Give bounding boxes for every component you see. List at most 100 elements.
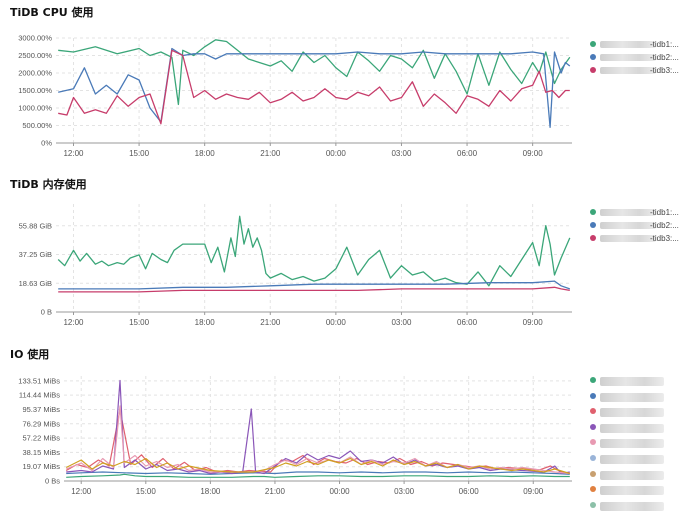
legend-color-dot <box>590 392 596 399</box>
legend-color-dot <box>590 235 596 241</box>
panel-title: TiDB 内存使用 <box>10 178 87 191</box>
legend-redacted-name <box>600 377 664 386</box>
legend-color-dot <box>590 470 596 477</box>
y-tick-label: 114.44 MiBs <box>19 391 60 400</box>
series-line-3 <box>58 286 570 293</box>
series-line-2 <box>66 471 570 475</box>
series-line-6 <box>65 457 570 475</box>
x-tick-label: 03:00 <box>391 149 412 158</box>
legend-color-dot <box>590 377 596 383</box>
y-tick-label: 2500.00% <box>18 51 52 60</box>
series-line-2 <box>58 280 571 290</box>
y-tick-label: 1000.00% <box>18 104 52 113</box>
legend-color-dot <box>590 423 596 430</box>
legend-label: -tidb2:... <box>650 53 679 62</box>
x-tick-label: 15:00 <box>129 318 150 327</box>
x-tick-label: 06:00 <box>457 318 478 327</box>
legend-color-dot <box>590 41 596 47</box>
series-line-5 <box>65 405 570 475</box>
panel-title: TiDB CPU 使用 <box>10 6 94 19</box>
x-tick-label: 21:00 <box>260 149 281 158</box>
legend-color-dot <box>590 486 596 493</box>
legend-color-dot <box>590 222 596 228</box>
legend-color-dot <box>590 501 596 508</box>
legend-redacted-name <box>600 54 656 61</box>
legend-redacted-name <box>600 222 656 229</box>
series-line-1 <box>57 215 571 287</box>
legend-redacted-name <box>600 392 664 402</box>
legend-redacted-name <box>600 209 656 216</box>
x-tick-label: 03:00 <box>394 487 415 496</box>
y-tick-label: 1500.00% <box>18 86 52 95</box>
cpu-panel: TiDB CPU 使用 0% 500.00% 1000.00% 1500.00% 200… <box>0 4 687 164</box>
x-tick-label: 09:00 <box>523 318 544 327</box>
y-tick-label: 38.15 MiBs <box>22 448 60 457</box>
x-tick-label: 15:00 <box>129 149 150 158</box>
legend-label: -tidb2:... <box>650 221 679 230</box>
y-tick-label: 37.25 GiB <box>19 250 52 259</box>
y-tick-label: 0 B <box>41 308 52 317</box>
x-tick-label: 21:00 <box>260 318 281 327</box>
legend-redacted-name <box>600 454 664 464</box>
x-tick-label: 12:00 <box>63 318 84 327</box>
x-tick-label: 00:00 <box>326 318 347 327</box>
series-line-4 <box>66 379 570 475</box>
legend-color-dot <box>590 67 596 73</box>
x-tick-label: 21:00 <box>265 487 286 496</box>
x-tick-label: 06:00 <box>457 149 478 158</box>
series-line-1 <box>58 39 571 106</box>
y-tick-label: 18.63 GiB <box>19 279 52 288</box>
series-line-2 <box>58 47 571 128</box>
y-tick-label: 133.51 MiBs <box>18 376 60 385</box>
x-tick-label: 00:00 <box>330 487 351 496</box>
legend-color-dot <box>590 209 596 215</box>
legend-redacted-name <box>600 423 664 433</box>
y-tick-label: 19.07 MiBs <box>22 462 60 471</box>
legend-color-dot <box>590 454 596 461</box>
legend-redacted-name <box>600 41 656 48</box>
cpu-chart[interactable]: 0% 500.00% 1000.00% 1500.00% 2000.00% 2500.00… <box>0 4 587 164</box>
x-tick-label: 00:00 <box>326 149 347 158</box>
memory-panel: TiDB 内存使用 0 B 18.63 GiB 37.25 GiB 55.88 GiB… <box>0 176 687 336</box>
series-line-3 <box>58 49 570 125</box>
series-line-1 <box>66 473 570 478</box>
legend-label: -tidb1:... <box>650 40 679 49</box>
legend-label: -tidb3:... <box>650 66 679 75</box>
io-panel: IO 使用 0 Bs 19.07 MiBs 38.15 MiBs 57.22 MiBs… <box>0 346 687 511</box>
legend-redacted-name <box>600 408 664 418</box>
y-tick-label: 0 Bs <box>45 477 60 486</box>
y-tick-label: 76.29 MiBs <box>22 419 60 428</box>
y-tick-label: 95.37 MiBs <box>22 405 60 414</box>
x-tick-label: 06:00 <box>459 487 480 496</box>
x-tick-label: 12:00 <box>63 149 84 158</box>
legend-label: -tidb3:... <box>650 234 679 243</box>
x-tick-label: 18:00 <box>195 318 216 327</box>
legend-redacted-name <box>600 235 656 242</box>
y-tick-label: 3000.00% <box>18 34 52 43</box>
io-chart[interactable]: 0 Bs 19.07 MiBs 38.15 MiBs 57.22 MiBs 76.29 … <box>0 346 587 500</box>
legend-color-dot <box>590 54 596 60</box>
x-tick-label: 09:00 <box>523 487 544 496</box>
legend-redacted-name <box>600 486 664 496</box>
legend-label: -tidb1:... <box>650 208 679 217</box>
memory-chart[interactable]: 0 B 18.63 GiB 37.25 GiB 55.88 GiB 12:00 15:00… <box>0 176 587 336</box>
y-tick-label: 55.88 GiB <box>19 221 52 230</box>
legend-redacted-name <box>600 470 664 480</box>
x-tick-label: 18:00 <box>200 487 221 496</box>
x-tick-label: 03:00 <box>391 318 412 327</box>
legend-color-dot <box>590 408 596 415</box>
series-line-3 <box>65 409 570 475</box>
legend-redacted-name <box>600 67 656 74</box>
y-tick-label: 0% <box>41 139 52 148</box>
legend-redacted-name <box>600 501 664 511</box>
y-tick-label: 500.00% <box>22 121 52 130</box>
x-tick-label: 09:00 <box>523 149 544 158</box>
legend-redacted-name <box>600 439 664 449</box>
legend-color-dot <box>590 439 596 446</box>
x-tick-label: 15:00 <box>136 487 157 496</box>
x-tick-label: 18:00 <box>195 149 216 158</box>
panel-title: IO 使用 <box>10 348 50 361</box>
x-tick-label: 12:00 <box>71 487 92 496</box>
y-tick-label: 2000.00% <box>18 69 52 78</box>
y-tick-label: 57.22 MiBs <box>22 434 60 443</box>
